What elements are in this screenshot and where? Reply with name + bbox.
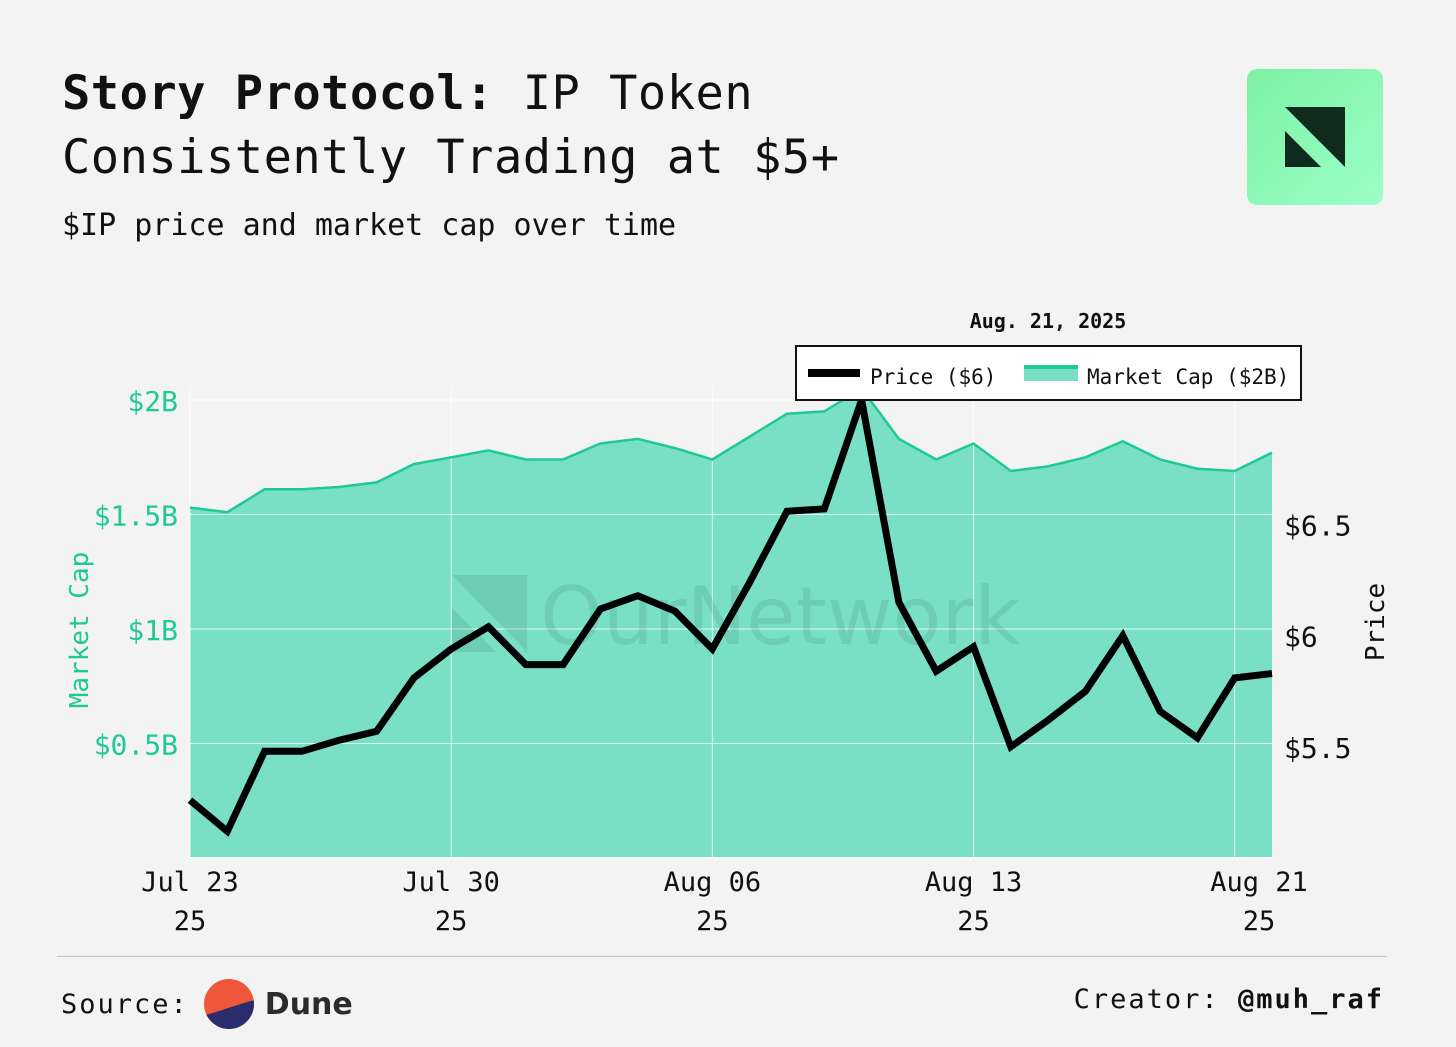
watermark-text: OurNetwork [540,570,1021,663]
creator-name: @muh_raf [1237,984,1384,1015]
legend-swatch-marketcap-edge [1024,365,1078,369]
source-name: Dune [264,986,353,1022]
footer-divider [57,956,1387,957]
legend-swatch-price [808,369,860,377]
source-credit: Source: Dune [61,978,353,1030]
hover-date-label: Aug. 21, 2025 [970,309,1127,333]
x-tick-label-year: 25 [435,906,468,937]
left-tick-label: $2B [127,385,178,418]
watermark-logo-icon [452,575,527,652]
left-tick-label: $1.5B [94,500,178,533]
ournetwork-logo-icon [1247,69,1383,205]
left-tick-label: $1B [127,614,178,647]
right-tick-label: $6 [1284,621,1318,654]
price-marketcap-chart: OurNetwork $0.5B $1B $1.5B $2B $5.5 $6 $6.5 Mark… [65,309,1391,937]
x-tick-label: Aug 06 [664,867,762,898]
x-tick-label-year: 25 [696,906,729,937]
x-tick-label: Jul 30 [402,867,500,898]
legend-label-price: Price ($6) [870,365,996,389]
market-cap-line [189,386,1273,514]
dune-logo-icon [203,979,254,1029]
left-tick-label: $0.5B [94,729,178,762]
chart-subtitle: $IP price and market cap over time [62,208,677,243]
market-cap-area [190,388,1272,858]
source-label: Source: [61,988,189,1020]
title-rest: IP Token Consistently Trading at $5+ [62,66,840,185]
chart-title: Story Protocol: IP Token Consistently Tr… [62,62,1112,190]
right-tick-label: $6.5 [1284,510,1351,543]
right-axis-title: Price [1361,583,1391,661]
legend-label-marketcap: Market Cap ($2B) [1087,365,1289,389]
creator-label: Creator: [1073,984,1220,1015]
creator-credit: Creator: @muh_raf [1074,984,1384,1015]
left-axis-title: Market Cap [65,552,95,709]
x-tick-label: Jul 23 [141,867,239,898]
gridlines [189,388,1272,858]
legend: Price ($6) Market Cap ($2B) [795,345,1302,401]
price-line [187,386,1273,837]
x-tick-label-year: 25 [1243,906,1276,937]
title-bold: Story Protocol: [62,66,494,121]
x-tick-label: Aug 13 [925,867,1023,898]
x-tick-label: Aug 21 [1210,867,1308,898]
x-tick-label-year: 25 [174,906,207,937]
right-tick-label: $5.5 [1284,732,1351,765]
watermark: OurNetwork [452,570,1021,663]
x-tick-label-year: 25 [957,906,990,937]
